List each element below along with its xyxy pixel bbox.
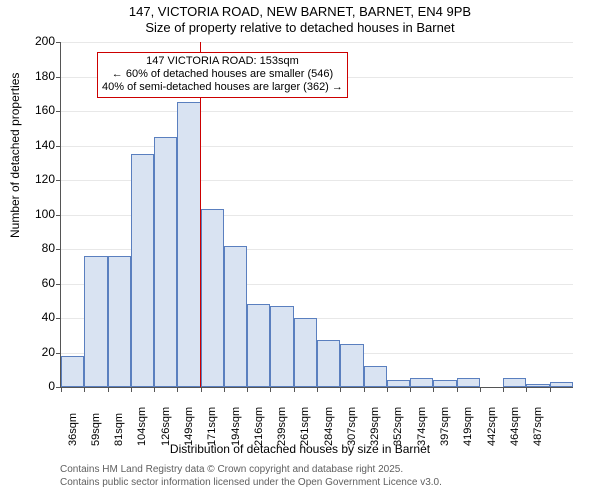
histogram-bar [317, 340, 340, 387]
gridline [61, 146, 573, 147]
histogram-bar [224, 246, 247, 387]
x-tickmark [61, 387, 62, 392]
x-tickmark [340, 387, 341, 392]
x-tickmark [108, 387, 109, 392]
y-tick-label: 40 [25, 311, 55, 323]
x-tickmark [550, 387, 551, 392]
y-tick-label: 180 [25, 70, 55, 82]
histogram-bar [550, 382, 573, 387]
y-tick-label: 100 [25, 208, 55, 220]
histogram-bar [457, 378, 480, 387]
histogram-bar [340, 344, 363, 387]
x-tickmark [433, 387, 434, 392]
y-tick-label: 60 [25, 277, 55, 289]
x-tickmark [201, 387, 202, 392]
histogram-bar [154, 137, 177, 387]
histogram-bar [387, 380, 410, 387]
x-tickmark [177, 387, 178, 392]
chart-container: 147, VICTORIA ROAD, NEW BARNET, BARNET, … [0, 0, 600, 500]
annotation-line-1: 147 VICTORIA ROAD: 153sqm [102, 55, 343, 68]
gridline [61, 42, 573, 43]
histogram-bar [108, 256, 131, 387]
y-tickmark [56, 111, 61, 112]
x-axis-label: Distribution of detached houses by size … [0, 442, 600, 456]
y-axis-label: Number of detached properties [8, 73, 22, 238]
histogram-bar [201, 209, 224, 387]
x-tickmark [294, 387, 295, 392]
histogram-bar [433, 380, 456, 387]
y-tickmark [56, 42, 61, 43]
y-tickmark [56, 353, 61, 354]
plot-area: 02040608010012014016018020036sqm59sqm81s… [60, 42, 573, 388]
x-tickmark [131, 387, 132, 392]
y-tick-label: 160 [25, 104, 55, 116]
x-tickmark [387, 387, 388, 392]
histogram-bar [364, 366, 387, 387]
histogram-bar [84, 256, 107, 387]
annotation-line-2: ← 60% of detached houses are smaller (54… [102, 68, 343, 81]
x-tickmark [457, 387, 458, 392]
y-tickmark [56, 180, 61, 181]
x-tickmark [154, 387, 155, 392]
histogram-bar [61, 356, 84, 387]
x-tickmark [84, 387, 85, 392]
chart-title: 147, VICTORIA ROAD, NEW BARNET, BARNET, … [0, 4, 600, 20]
y-tickmark [56, 215, 61, 216]
histogram-bar [247, 304, 270, 387]
chart-subtitle: Size of property relative to detached ho… [0, 20, 600, 36]
x-tickmark [247, 387, 248, 392]
y-tick-label: 200 [25, 35, 55, 47]
x-tickmark [480, 387, 481, 392]
y-tick-label: 80 [25, 242, 55, 254]
y-tickmark [56, 77, 61, 78]
x-tickmark [503, 387, 504, 392]
x-tickmark [270, 387, 271, 392]
x-tickmark [364, 387, 365, 392]
histogram-bar [503, 378, 526, 387]
y-tick-label: 0 [25, 380, 55, 392]
y-tick-label: 120 [25, 173, 55, 185]
y-tickmark [56, 284, 61, 285]
x-tickmark [224, 387, 225, 392]
x-tickmark [410, 387, 411, 392]
y-tickmark [56, 249, 61, 250]
y-tickmark [56, 318, 61, 319]
credits-line-2: Contains public sector information licen… [60, 477, 442, 490]
annotation-box: 147 VICTORIA ROAD: 153sqm← 60% of detach… [97, 52, 348, 98]
histogram-bar [526, 384, 549, 387]
y-tick-label: 20 [25, 346, 55, 358]
annotation-line-3: 40% of semi-detached houses are larger (… [102, 81, 343, 94]
histogram-bar [410, 378, 433, 387]
histogram-bar [131, 154, 154, 387]
y-tickmark [56, 146, 61, 147]
credits: Contains HM Land Registry data © Crown c… [60, 464, 442, 489]
histogram-bar [294, 318, 317, 387]
credits-line-1: Contains HM Land Registry data © Crown c… [60, 464, 442, 477]
x-tickmark [526, 387, 527, 392]
histogram-bar [177, 102, 200, 387]
x-tickmark [317, 387, 318, 392]
gridline [61, 111, 573, 112]
histogram-bar [270, 306, 293, 387]
y-tick-label: 140 [25, 139, 55, 151]
